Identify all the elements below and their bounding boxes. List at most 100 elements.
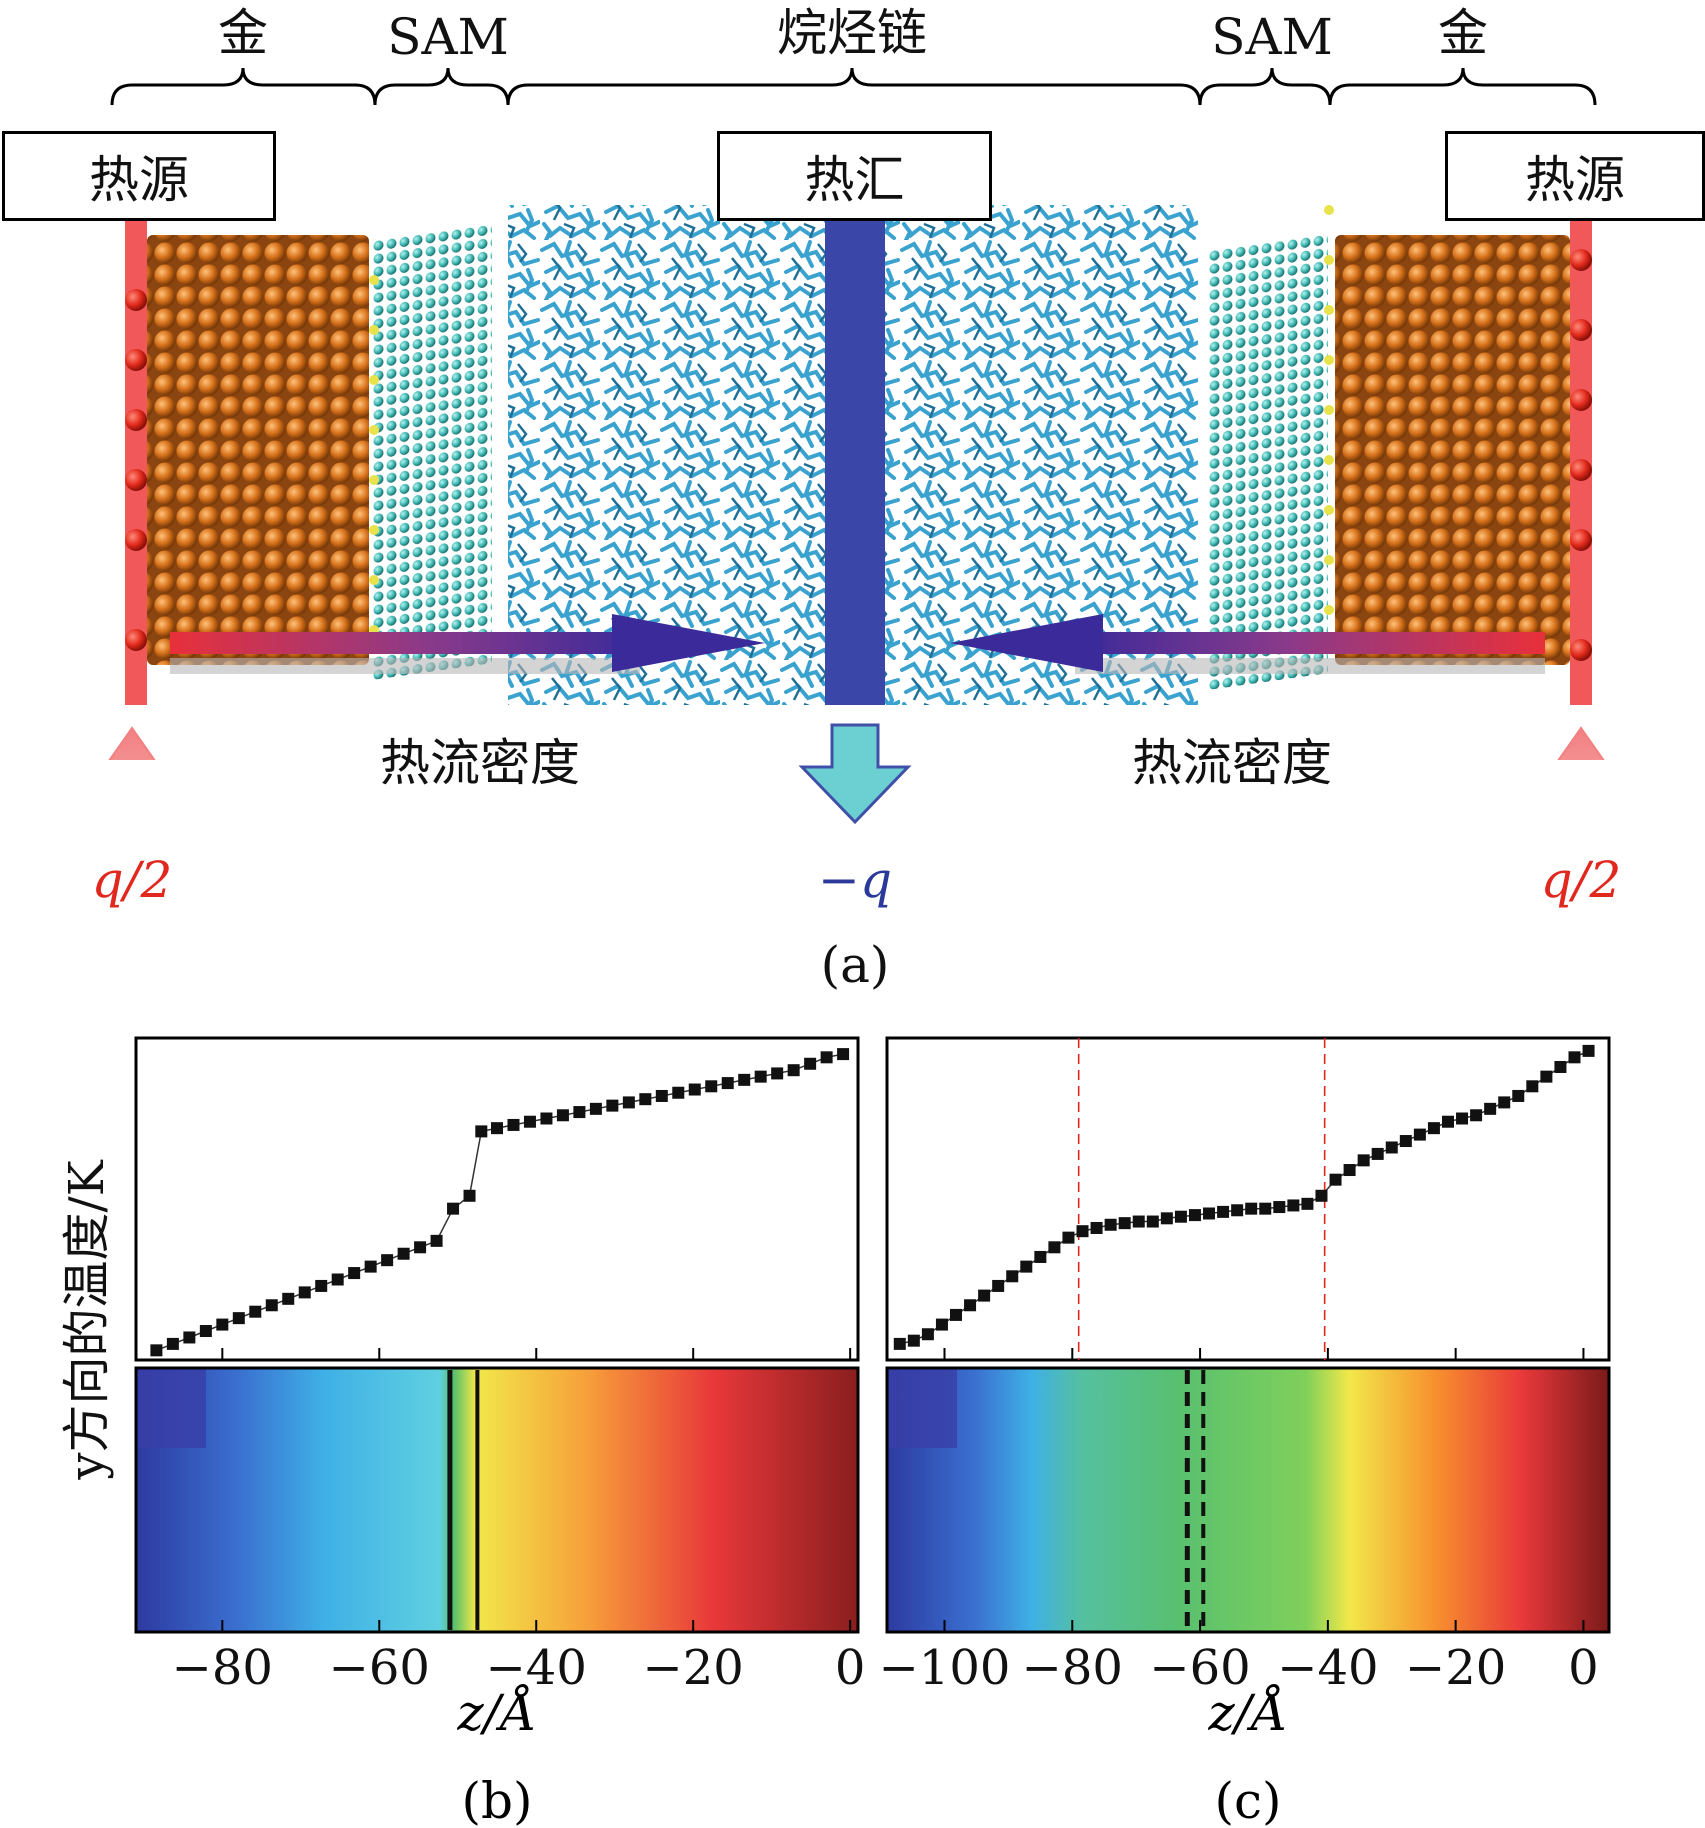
data-point	[688, 1083, 701, 1096]
heat-source-box-left: 热源	[2, 131, 276, 221]
data-point	[672, 1086, 685, 1099]
caption-b: (b)	[461, 1772, 532, 1828]
data-point	[1540, 1070, 1553, 1083]
data-point	[1104, 1218, 1117, 1231]
data-point	[1146, 1215, 1159, 1228]
data-point	[1132, 1215, 1145, 1228]
data-point	[430, 1234, 443, 1247]
data-point	[893, 1337, 906, 1350]
data-point	[950, 1308, 963, 1321]
data-point	[1315, 1189, 1328, 1202]
sam-label-left: SAM	[387, 8, 509, 66]
data-point	[1034, 1250, 1047, 1263]
data-point	[216, 1318, 229, 1331]
data-point	[1343, 1164, 1356, 1177]
data-point	[199, 1325, 212, 1338]
data-point	[639, 1093, 652, 1106]
alkane-chain-label: 烷烃链	[777, 4, 927, 62]
data-point	[507, 1118, 520, 1131]
data-point	[282, 1292, 295, 1305]
heatmap-frame-b	[134, 1366, 860, 1634]
data-point	[1062, 1231, 1075, 1244]
data-point	[298, 1286, 311, 1299]
heat-source-box-right: 热源	[1445, 131, 1705, 221]
data-point	[1512, 1089, 1525, 1102]
data-point	[992, 1279, 1005, 1292]
data-point	[573, 1106, 586, 1119]
data-point	[1441, 1115, 1454, 1128]
data-point	[622, 1096, 635, 1109]
data-point	[1427, 1122, 1440, 1135]
data-point	[1568, 1051, 1581, 1064]
data-point	[1006, 1270, 1019, 1283]
data-point	[166, 1337, 179, 1350]
data-point	[1259, 1202, 1272, 1215]
data-point	[1357, 1154, 1370, 1167]
data-point	[1273, 1201, 1286, 1214]
data-point	[1582, 1044, 1595, 1057]
data-point	[1231, 1204, 1244, 1217]
data-point	[414, 1241, 427, 1254]
plot-frame-b	[134, 1036, 860, 1362]
data-point	[1554, 1060, 1567, 1073]
data-point	[381, 1254, 394, 1267]
x-tick-label: −40	[1277, 1640, 1378, 1696]
data-point	[1301, 1197, 1314, 1210]
x-tick-label: −60	[329, 1640, 430, 1696]
data-point	[1385, 1141, 1398, 1154]
gold-label-right: 金	[1438, 4, 1488, 62]
heat-sink-arrow	[798, 723, 912, 825]
data-point	[1287, 1199, 1300, 1212]
heatmap-corner-patch	[136, 1368, 206, 1448]
data-point	[1484, 1102, 1497, 1115]
data-point	[1329, 1173, 1342, 1186]
data-point	[265, 1299, 278, 1312]
x-tick-label: −80	[1022, 1640, 1123, 1696]
data-point	[1174, 1210, 1187, 1223]
x-tick-label: 0	[1568, 1640, 1599, 1696]
plot-frame-c	[885, 1036, 1611, 1362]
data-point	[606, 1099, 619, 1112]
caption-c: (c)	[1214, 1772, 1281, 1828]
x-tick-label: −40	[486, 1640, 587, 1696]
heatmap-c	[887, 1368, 1609, 1632]
data-point	[1470, 1109, 1483, 1122]
data-point	[463, 1189, 476, 1202]
heat-flux-label-right: 热流密度	[1132, 734, 1332, 792]
heatmap-frame-c	[885, 1366, 1611, 1634]
data-point	[364, 1260, 377, 1273]
data-point	[183, 1331, 196, 1344]
molecular-simulation-image	[108, 205, 1605, 760]
data-point	[964, 1299, 977, 1312]
data-point	[1526, 1080, 1539, 1093]
chart-panel-c: −100 −80 −60 −40 −20 0 z/Å (c)	[879, 1036, 1611, 1828]
data-point	[1498, 1096, 1511, 1109]
data-point	[921, 1328, 934, 1341]
data-point	[150, 1344, 163, 1357]
data-point	[1048, 1241, 1061, 1254]
data-point	[935, 1318, 948, 1331]
data-point	[397, 1247, 410, 1260]
data-point	[1020, 1260, 1033, 1273]
data-point	[787, 1064, 800, 1077]
data-point	[1160, 1212, 1173, 1225]
x-tick-label: −20	[643, 1640, 744, 1696]
data-point	[475, 1125, 488, 1138]
data-point	[540, 1112, 553, 1125]
data-point	[315, 1279, 328, 1292]
data-point	[1217, 1205, 1230, 1218]
data-point	[589, 1102, 602, 1115]
data-point	[447, 1202, 460, 1215]
heatmap-corner-patch	[887, 1368, 957, 1448]
q-negative-center: −q	[818, 851, 892, 909]
data-point	[978, 1289, 991, 1302]
data-point	[331, 1273, 344, 1286]
x-tick-label: −80	[172, 1640, 273, 1696]
data-point	[754, 1070, 767, 1083]
x-tick-label: 0	[835, 1640, 866, 1696]
x-tick-label: −60	[1149, 1640, 1250, 1696]
x-tick-label: −20	[1405, 1640, 1506, 1696]
q-half-right: q/2	[1540, 851, 1622, 909]
data-point	[1076, 1225, 1089, 1238]
data-point	[232, 1312, 245, 1325]
